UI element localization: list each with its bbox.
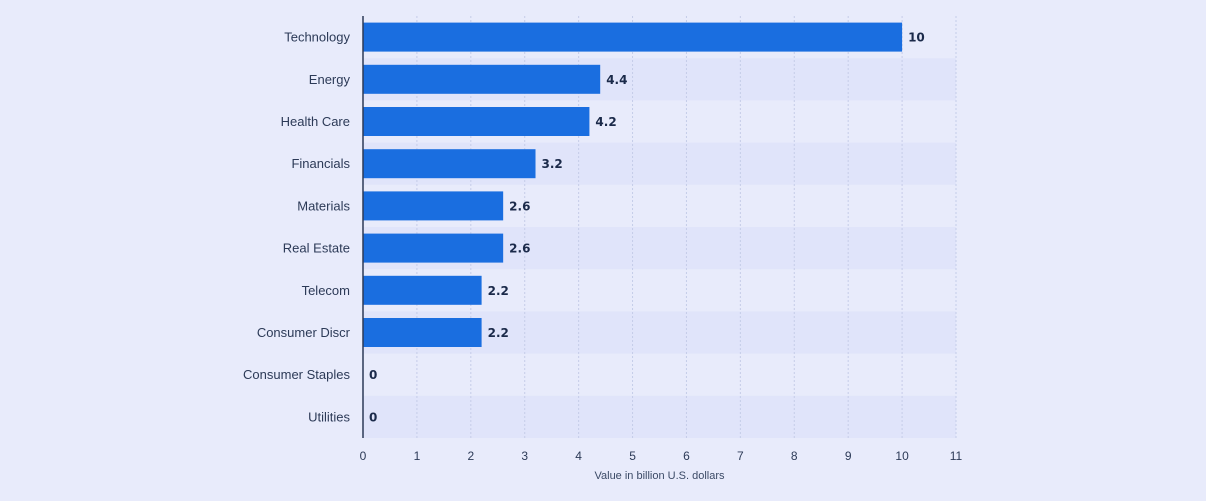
data-label: 4.2 (595, 115, 616, 129)
data-label: 2.6 (509, 199, 530, 213)
x-tick-label: 0 (360, 449, 367, 463)
bar (363, 149, 536, 179)
x-tick-label: 9 (845, 449, 852, 463)
x-tick-label: 4 (575, 449, 582, 463)
x-tick-label: 5 (629, 449, 636, 463)
x-tick-label: 6 (683, 449, 690, 463)
category-label: Technology (284, 30, 350, 45)
x-tick-label: 2 (467, 449, 474, 463)
row-bands (363, 58, 956, 438)
x-tick-label: 1 (414, 449, 421, 463)
category-label: Energy (309, 72, 351, 87)
data-label: 0 (369, 410, 377, 424)
bar (363, 22, 903, 52)
x-tick-label: 11 (950, 449, 963, 463)
bars (363, 22, 903, 347)
category-label: Telecom (302, 283, 350, 298)
x-tick-label: 8 (791, 449, 798, 463)
data-label: 3.2 (542, 157, 563, 171)
bar (363, 107, 590, 136)
data-label: 4.4 (606, 73, 627, 87)
data-label: 2.2 (488, 284, 509, 298)
category-label: Health Care (281, 114, 350, 129)
x-axis-title: Value in billion U.S. dollars (594, 470, 725, 482)
x-tick-label: 7 (737, 449, 744, 463)
data-label: 2.2 (488, 326, 509, 340)
data-label: 2.6 (509, 242, 530, 256)
bar (363, 318, 482, 347)
bar (363, 233, 504, 263)
labels: 0 1 2 3 4 5 6 7 8 9 10 11 Technology 10 Energy 4.4 Healt… (243, 30, 963, 463)
category-label: Real Estate (283, 241, 350, 256)
bar (363, 64, 601, 94)
category-label: Financials (291, 156, 350, 171)
category-label: Materials (297, 198, 350, 213)
data-label: 0 (369, 368, 377, 382)
bar (363, 191, 504, 221)
data-label: 10 (908, 31, 925, 45)
x-tick-label: 3 (521, 449, 528, 463)
x-tick-label: 10 (895, 449, 909, 463)
category-label: Utilities (308, 409, 350, 424)
category-label: Consumer Discr (257, 325, 351, 340)
bar (363, 275, 482, 305)
row-band (363, 395, 956, 438)
category-label: Consumer Staples (243, 367, 350, 382)
